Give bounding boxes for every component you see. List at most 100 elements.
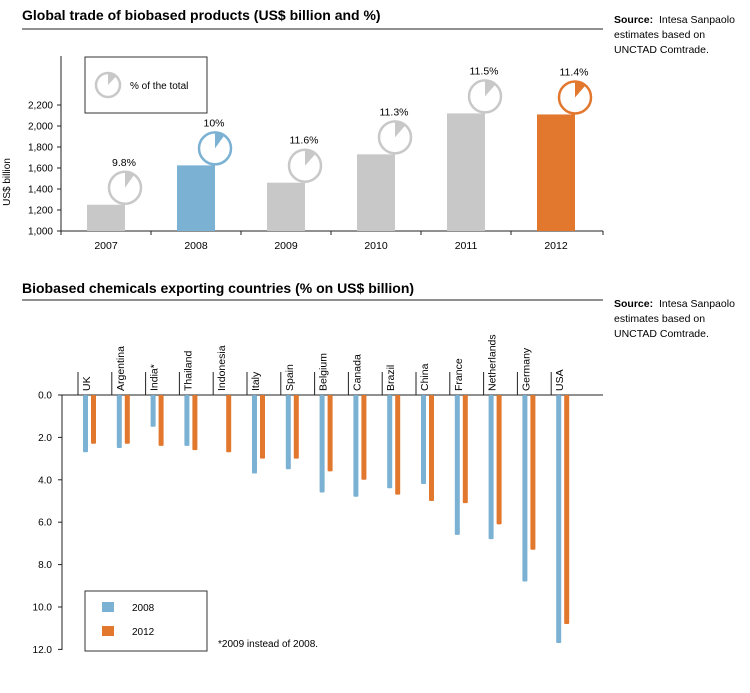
- bar-canada-2012: [361, 395, 367, 480]
- bar-2010: [357, 154, 395, 231]
- chart1-y-axis-label: US$ billion: [2, 158, 13, 206]
- x-label-belgium: Belgium: [318, 353, 330, 391]
- legend-pie-slice: [108, 73, 117, 85]
- share-pie-2011: [467, 79, 503, 114]
- bar-spain-2012: [293, 395, 299, 459]
- bar-china-2008: [421, 395, 426, 485]
- legend-pie-icon: [94, 71, 122, 99]
- chart1-source-line2: estimates based on: [614, 29, 705, 41]
- bar-2008: [177, 165, 215, 231]
- x-label-thailand: Thailand: [182, 351, 194, 391]
- bar-uk-2012: [91, 395, 96, 444]
- x-label-italy: Italy: [250, 371, 262, 391]
- x-label-france: France: [453, 358, 465, 391]
- legend-pie: [94, 71, 122, 99]
- share-pie-2008: [197, 131, 233, 166]
- share-pie-2007: [107, 170, 143, 205]
- chart2-source-line3: UNCTAD Comtrade.: [614, 328, 709, 340]
- bar-netherlands-2012: [496, 395, 502, 525]
- bar-italy-2012: [260, 395, 265, 459]
- chart1-bars: [87, 113, 575, 231]
- chart2-y-tick-label: 8.0: [38, 560, 52, 571]
- bar-2012: [537, 114, 575, 231]
- bar-2007: [87, 204, 125, 231]
- chart1-title: Global trade of biobased products (US$ b…: [22, 7, 381, 23]
- chart2-source-line2: estimates based on: [614, 313, 705, 325]
- chart1-y-tick-label: 2,200: [28, 101, 53, 112]
- bar-spain-2008: [285, 395, 291, 470]
- legend-swatch-2008: [102, 602, 114, 612]
- x-label-2010: 2010: [364, 240, 388, 252]
- bar-uk-2008: [83, 395, 88, 453]
- bar-brazil-2012: [395, 395, 401, 495]
- bar-argentina-2012: [124, 395, 130, 444]
- share-label-2011: 11.5%: [470, 65, 499, 77]
- x-label-china: China: [419, 363, 431, 391]
- share-label-2012: 11.4%: [560, 66, 589, 78]
- chart2-y-tick-label: 12.0: [33, 645, 53, 656]
- bar-2011: [447, 113, 485, 231]
- chart1-y-tick-label: 1,800: [28, 143, 53, 154]
- share-pie-2007-slice: [125, 171, 135, 188]
- share-pie-2009-slice: [305, 149, 316, 166]
- bar-usa-2012: [564, 395, 570, 624]
- x-label-brazil: Brazil: [385, 365, 397, 391]
- chart1-share-pies: [107, 79, 593, 205]
- chart2-y-tick-label: 2.0: [38, 433, 52, 444]
- bar-italy-2008: [252, 395, 257, 474]
- x-label-usa: USA: [554, 369, 566, 391]
- x-label-canada: Canada: [351, 354, 363, 391]
- chart2-y-tick-label: 4.0: [38, 475, 52, 486]
- chart1-categories: 2007 2008 2009 2010 2011 2012: [60, 231, 604, 252]
- x-label-2011: 2011: [455, 240, 478, 252]
- legend-label-2012: 2012: [132, 627, 155, 638]
- chart1-y-ticks: 2,200 2,000 1,800 1,600 1,400 1,200 1,000: [28, 101, 61, 238]
- x-label-netherlands: Netherlands: [487, 334, 499, 391]
- bar-france-2012: [462, 395, 468, 504]
- bar-germany-2008: [522, 395, 528, 582]
- x-label-germany: Germany: [520, 347, 532, 391]
- x-label-argentina: Argentina: [115, 346, 127, 391]
- chart1-source-line3: UNCTAD Comtrade.: [614, 44, 709, 56]
- chart1-y-tick-label: 1,000: [28, 227, 53, 238]
- x-label-indonesia: Indonesia: [216, 345, 228, 391]
- bar-argentina-2008: [116, 395, 122, 448]
- chart2-bars: [83, 395, 570, 644]
- bar-2009: [267, 182, 305, 231]
- chart2-footnote: *2009 instead of 2008.: [218, 639, 318, 650]
- share-label-2008: 10%: [203, 117, 224, 129]
- bar-china-2012: [429, 395, 434, 501]
- bar-belgium-2008: [319, 395, 325, 493]
- share-pie-2010-slice: [395, 121, 406, 138]
- bar-thailand-2008: [184, 395, 190, 446]
- x-label-2007: 2007: [94, 240, 118, 252]
- share-label-2010: 11.3%: [380, 106, 409, 118]
- bar-usa-2008: [556, 395, 562, 644]
- legend-label-2008: 2008: [132, 603, 155, 614]
- share-pie-2010: [377, 120, 413, 155]
- share-pie-2011-slice: [485, 80, 496, 97]
- chart2-categories: UK Argentina India* Thailand Indonesia Italy S…: [77, 334, 566, 395]
- bar-india-2008: [150, 395, 156, 427]
- chart2-y-tick-label: 6.0: [38, 518, 52, 529]
- share-pie-2012-slice: [575, 81, 586, 98]
- share-label-2009: 11.6%: [290, 135, 319, 147]
- legend-swatch-2012: [102, 626, 114, 636]
- bar-netherlands-2008: [488, 395, 494, 540]
- x-label-2012: 2012: [544, 240, 568, 252]
- chart1-y-tick-label: 1,600: [28, 164, 53, 175]
- chart1-y-tick-label: 1,400: [28, 185, 53, 196]
- chart1-y-tick-label: 1,200: [28, 206, 53, 217]
- chart2-y-tick-label: 10.0: [33, 603, 53, 614]
- bar-belgium-2012: [327, 395, 333, 472]
- chart2-legend: 2008 2012: [84, 590, 208, 652]
- bar-brazil-2008: [387, 395, 393, 489]
- chart2-source: Source: Intesa Sanpaolo: [614, 298, 735, 310]
- chart2-title: Biobased chemicals exporting countries (…: [22, 280, 414, 296]
- x-label-2009: 2009: [274, 240, 298, 252]
- chart1-source: Source: Intesa Sanpaolo: [614, 14, 735, 26]
- bar-france-2008: [454, 395, 460, 535]
- x-label-spain: Spain: [284, 364, 296, 391]
- chart1-y-tick-label: 2,000: [28, 122, 53, 133]
